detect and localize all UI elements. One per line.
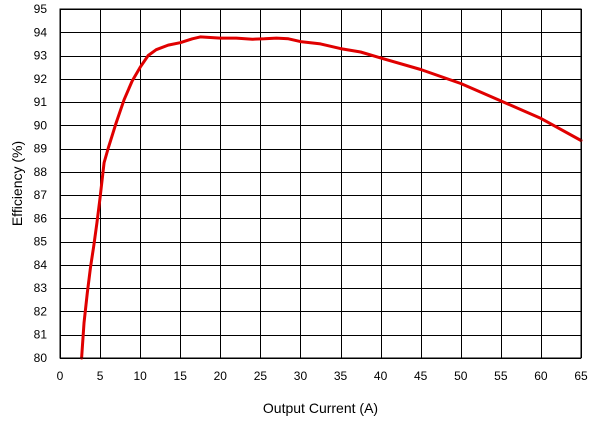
y-tick-label: 85	[34, 235, 48, 249]
y-axis-label: Efficiency (%)	[9, 141, 25, 226]
x-tick-label: 0	[57, 369, 64, 383]
x-tick-label: 55	[494, 369, 508, 383]
y-tick-label: 92	[34, 72, 48, 86]
series-layer	[80, 35, 583, 360]
efficiency-series-line	[80, 35, 583, 360]
x-tick-label: 15	[174, 369, 188, 383]
x-tick-label: 30	[294, 369, 308, 383]
x-axis-label: Output Current (A)	[263, 400, 378, 416]
y-tick-label: 82	[34, 304, 48, 318]
y-tick-label: 83	[34, 281, 48, 295]
x-tick-label: 45	[414, 369, 428, 383]
y-tick-label: 95	[34, 2, 48, 16]
x-tick-label: 50	[454, 369, 468, 383]
y-tick-label: 87	[34, 188, 48, 202]
y-tick-label: 94	[34, 25, 48, 39]
y-tick-label: 90	[34, 118, 48, 132]
plot-frame	[59, 8, 582, 359]
y-tick-label: 93	[34, 49, 48, 63]
x-tick-label: 35	[334, 369, 348, 383]
x-tick-label: 60	[534, 369, 548, 383]
y-tick-labels: 80 81 82 83 84 85 86 87 88 89 90 91 92 93 94 95	[34, 2, 48, 365]
y-tick-label: 81	[34, 328, 48, 342]
x-tick-label: 10	[133, 369, 147, 383]
y-tick-label: 89	[34, 142, 48, 156]
grid	[60, 9, 582, 359]
x-tick-label: 20	[214, 369, 228, 383]
y-tick-label: 80	[34, 351, 48, 365]
y-tick-label: 88	[34, 165, 48, 179]
x-tick-label: 25	[254, 369, 268, 383]
y-tick-label: 86	[34, 211, 48, 225]
x-tick-label: 5	[97, 369, 104, 383]
x-tick-labels: 0 5 10 15 20 25 30 35 40 45 50 55 60 65	[57, 369, 588, 383]
x-tick-label: 65	[574, 369, 588, 383]
y-tick-label: 91	[34, 95, 48, 109]
x-tick-label: 40	[374, 369, 388, 383]
y-tick-label: 84	[34, 258, 48, 272]
